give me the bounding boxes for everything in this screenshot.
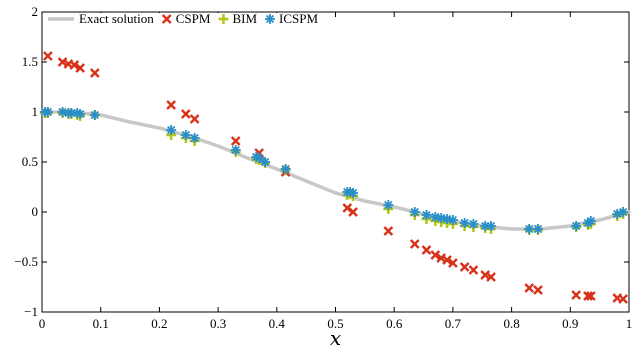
legend-entry-icspm: ICSPM <box>265 11 318 26</box>
legend-swatch <box>265 14 276 24</box>
data-point-cspm <box>442 255 452 265</box>
y-tick-label: 0 <box>32 204 39 219</box>
x-tick-label: 0.7 <box>445 316 462 331</box>
x-tick-label: 0.9 <box>562 316 578 331</box>
data-point-cspm <box>409 239 420 249</box>
data-point-icspm <box>89 110 100 120</box>
x-tick-label: 0.5 <box>327 316 343 331</box>
x-tick-label: 0.8 <box>503 316 519 331</box>
data-point-icspm <box>254 153 265 163</box>
legend-box <box>43 13 329 33</box>
x-tick-label: 0.3 <box>210 316 226 331</box>
data-point-cspm <box>421 245 432 255</box>
data-point-icspm <box>409 207 420 217</box>
data-point-icspm <box>436 213 447 223</box>
x-tick-label: 0.6 <box>386 316 403 331</box>
legend-label: ICSPM <box>279 11 318 26</box>
data-point-cspm <box>430 250 441 260</box>
data-point-cspm <box>459 262 470 272</box>
data-point-icspm <box>42 107 53 117</box>
y-tick-label: 1 <box>32 104 39 119</box>
series-icspm <box>39 107 629 234</box>
data-point-cspm <box>571 290 582 300</box>
data-point-cspm <box>486 272 496 282</box>
data-point-cspm <box>180 109 191 119</box>
ticks: 0 0.1 0.2 0.3 0.4 0.5 0.6 0.7 0.8 0.9 1 −1 −0.5 0 0.5 1… <box>14 4 632 331</box>
data-point-icspm <box>468 219 479 229</box>
data-point-icspm <box>585 216 596 226</box>
y-tick-label: −0.5 <box>14 254 38 269</box>
y-tick-label: 0.5 <box>22 154 38 169</box>
data-point-icspm <box>533 224 544 234</box>
data-point-icspm <box>421 210 432 220</box>
data-point-icspm <box>180 130 191 140</box>
data-point-icspm <box>230 145 241 155</box>
data-point-icspm <box>166 125 177 135</box>
data-point-cspm <box>585 291 596 301</box>
data-point-icspm <box>260 157 271 167</box>
data-point-cspm <box>69 60 80 70</box>
legend-swatch <box>161 14 172 24</box>
y-tick-label: 2 <box>32 4 39 19</box>
data-point-cspm <box>166 100 176 110</box>
data-point-icspm <box>447 215 458 225</box>
legend-entry-bim: BIM <box>218 11 257 26</box>
data-point-icspm <box>57 107 68 117</box>
data-point-cspm <box>383 226 394 236</box>
data-point-cspm <box>89 68 100 78</box>
data-point-icspm <box>348 188 359 198</box>
x-tick-label: 1 <box>626 316 633 331</box>
data-point-cspm <box>524 283 535 293</box>
x-axis-label: x <box>330 326 341 350</box>
data-point-icspm <box>618 207 629 217</box>
legend-label: CSPM <box>176 11 211 26</box>
data-point-cspm <box>342 203 353 213</box>
data-point-icspm <box>189 133 200 143</box>
x-tick-label: 0 <box>39 316 46 331</box>
legend-label: Exact solution <box>79 11 154 26</box>
data-point-icspm <box>486 221 497 231</box>
legend-entry-exact-solution: Exact solution <box>48 11 154 26</box>
data-point-cspm <box>43 51 53 61</box>
data-point-cspm <box>618 294 628 304</box>
x-tick-label: 0.4 <box>269 316 286 331</box>
data-point-cspm <box>230 136 241 146</box>
data-point-cspm <box>189 114 200 124</box>
y-tick-label: 1.5 <box>22 54 38 69</box>
legend-entry-cspm: CSPM <box>161 11 211 26</box>
data-point-cspm <box>448 258 458 268</box>
data-point-icspm <box>571 221 582 231</box>
data-point-cspm <box>348 207 358 217</box>
data-point-icspm <box>280 164 291 174</box>
x-tick-label: 0.2 <box>151 316 167 331</box>
data-point-cspm <box>533 285 543 295</box>
plot-area <box>41 11 630 313</box>
x-tick-label: 0.1 <box>93 316 109 331</box>
legend: Exact solution CSPM BIM ICSPM <box>43 11 329 33</box>
data-point-icspm <box>459 218 470 228</box>
data-point-icspm <box>383 200 394 210</box>
plot-frame <box>41 11 630 313</box>
y-tick-label: −1 <box>24 304 38 319</box>
series <box>39 51 631 304</box>
data-point-cspm <box>75 63 86 73</box>
data-point-icspm <box>524 224 535 234</box>
legend-label: BIM <box>232 11 257 26</box>
data-point-cspm <box>583 291 593 301</box>
data-point-cspm <box>468 265 479 275</box>
legend-swatch <box>218 14 229 24</box>
data-point-icspm <box>75 109 86 119</box>
series-cspm <box>43 51 628 304</box>
